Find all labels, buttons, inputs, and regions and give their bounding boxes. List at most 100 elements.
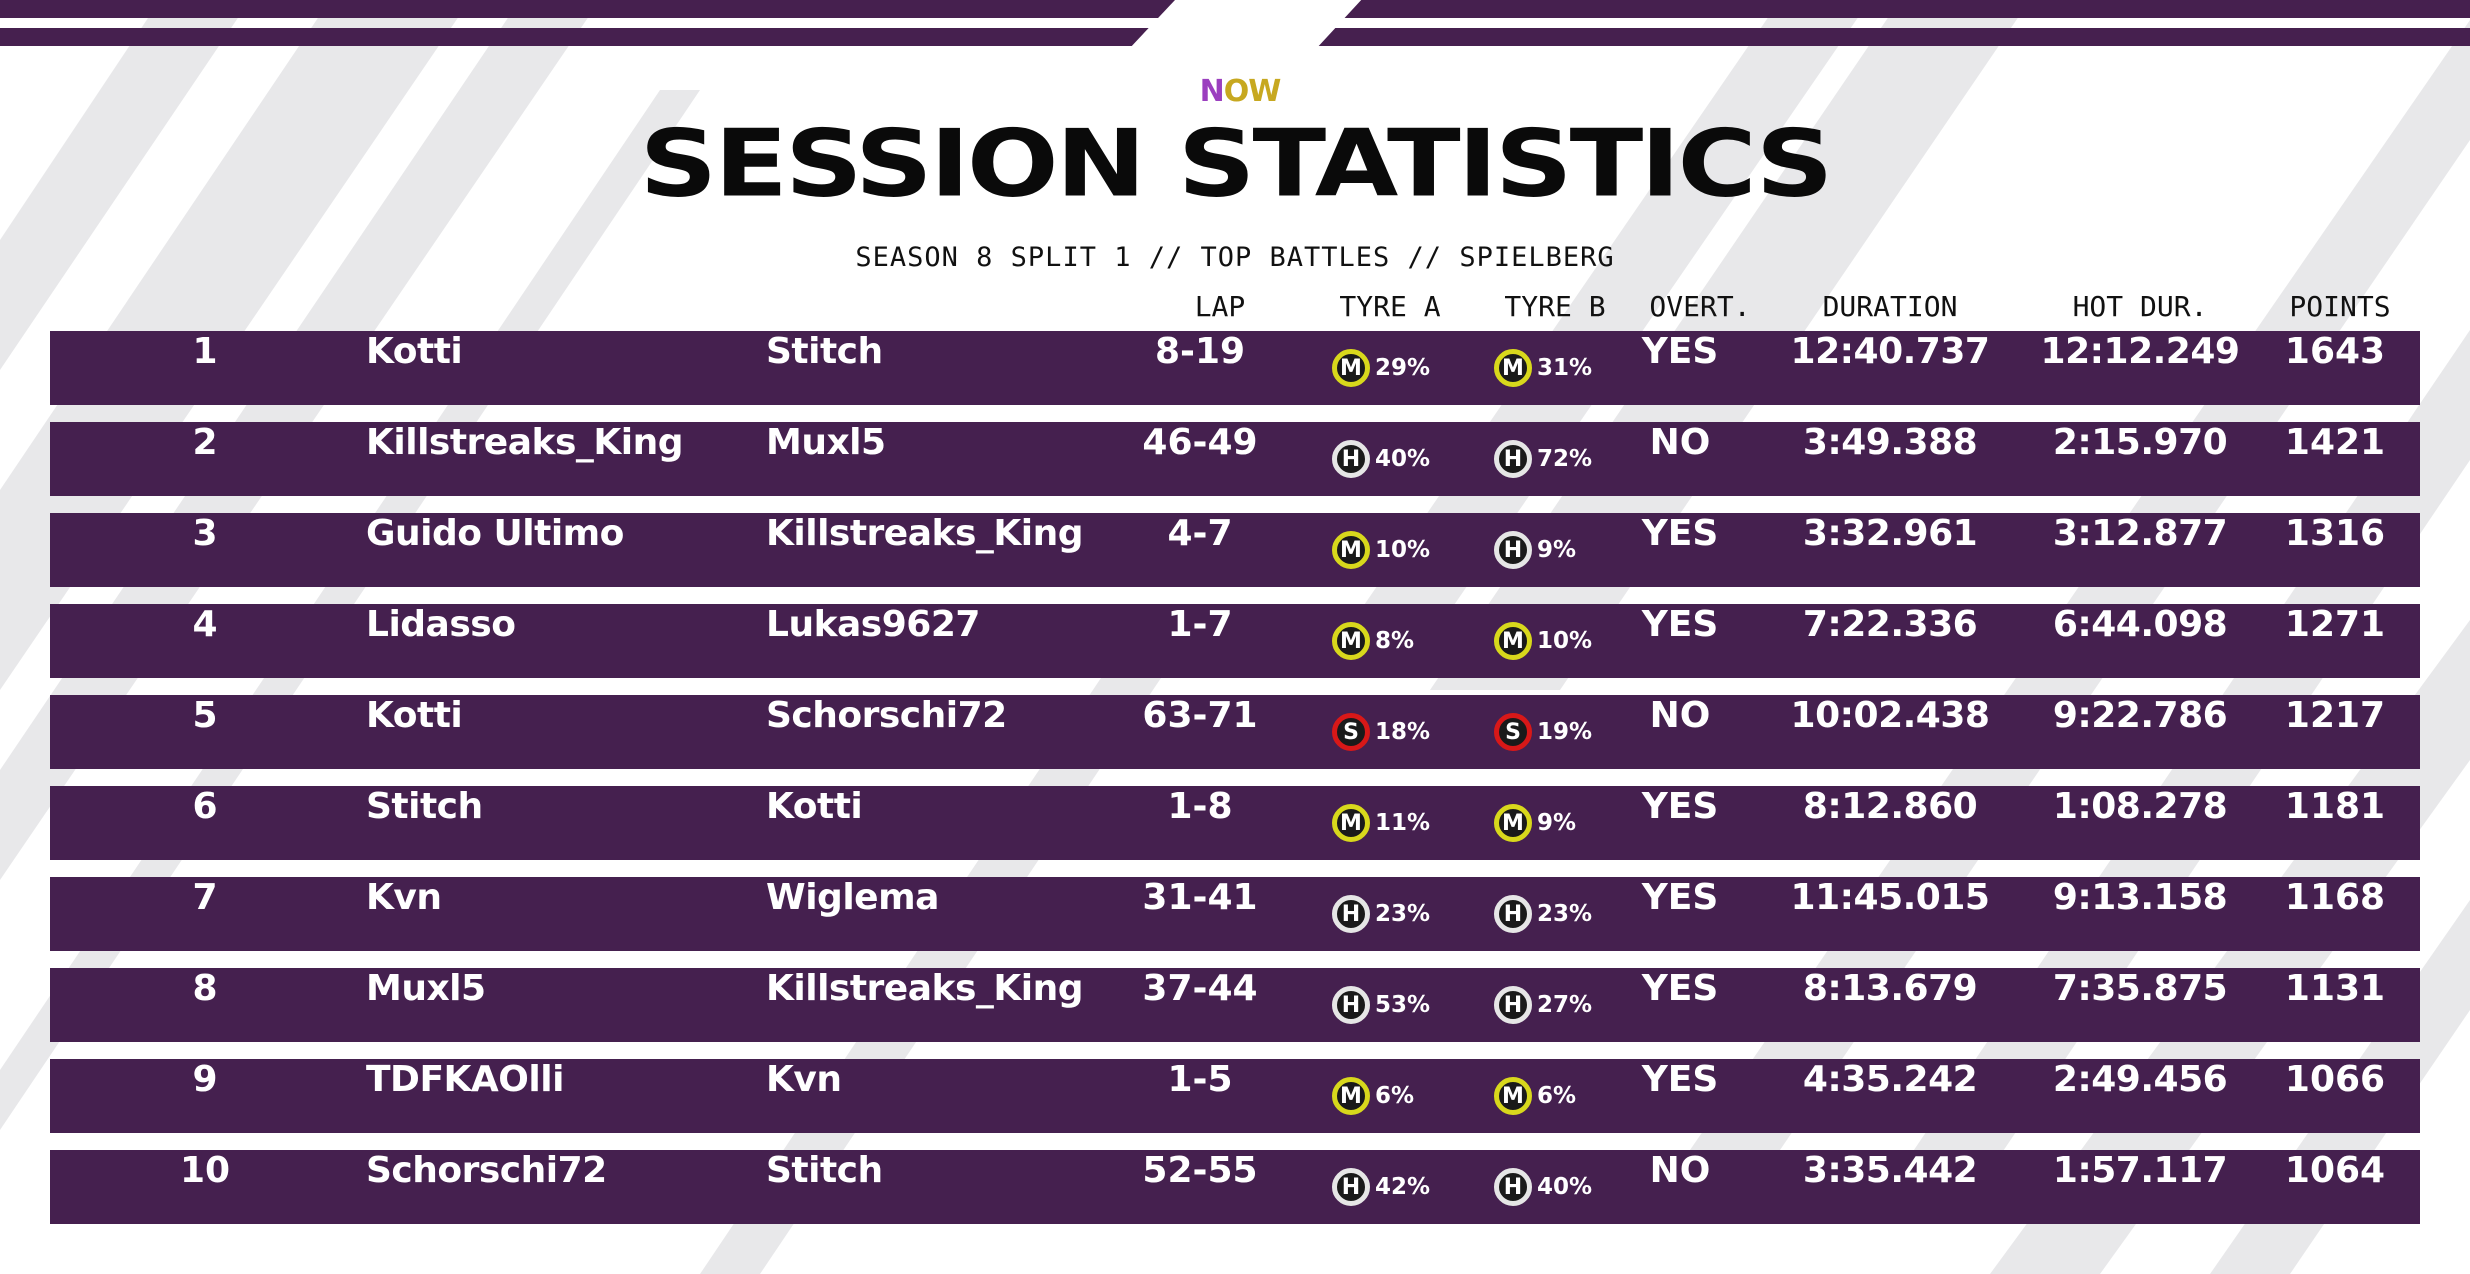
overtake-cell: YES — [1641, 786, 1719, 827]
tyre-wear-label: 11% — [1375, 810, 1431, 836]
tyre-wear-label: 27% — [1537, 992, 1593, 1018]
tyre-compound-icon: S — [1332, 713, 1370, 751]
driver-cell: TDFKAOlli — [366, 1059, 564, 1100]
tyre-a-cell: H 53% — [1332, 968, 1430, 1042]
tyre-wear-label: 10% — [1375, 537, 1431, 563]
points-cell: 1168 — [2284, 877, 2386, 918]
driver-cell: Killstreaks_King — [366, 422, 684, 463]
hot-duration-cell: 6:44.098 — [2052, 604, 2228, 645]
tyre-a-cell: H 42% — [1332, 1150, 1430, 1224]
column-header-overtake: OVERT. — [1649, 290, 1751, 323]
tyre-wear-label: 6% — [1537, 1083, 1577, 1109]
tyre-a-cell: M 8% — [1332, 604, 1414, 678]
hot-duration-cell: 2:49.456 — [2052, 1059, 2228, 1100]
rank-cell: 4 — [192, 604, 218, 645]
tyre-compound-icon: H — [1332, 895, 1370, 933]
tyre-b-cell: H 72% — [1494, 422, 1592, 496]
opponent-cell: Muxl5 — [766, 422, 886, 463]
logo-letter: O — [1223, 73, 1249, 109]
tyre-a-cell: M 11% — [1332, 786, 1430, 860]
tyre-wear-label: 23% — [1537, 901, 1593, 927]
lap-cell: 4-7 — [1167, 513, 1233, 554]
tyre-compound-icon: M — [1332, 349, 1370, 387]
rank-cell: 5 — [192, 695, 218, 736]
rank-cell: 8 — [192, 968, 218, 1009]
tyre-b-cell: H 9% — [1494, 513, 1576, 587]
tyre-b-cell: M 6% — [1494, 1059, 1576, 1133]
rank-cell: 9 — [192, 1059, 218, 1100]
rank-cell: 10 — [179, 1150, 231, 1191]
driver-cell: Kvn — [366, 877, 442, 918]
tyre-compound-icon: H — [1494, 895, 1532, 933]
tyre-wear-label: 18% — [1375, 719, 1431, 745]
tyre-compound-icon: H — [1332, 1168, 1370, 1206]
driver-cell: Stitch — [366, 786, 483, 827]
tyre-wear-label: 19% — [1537, 719, 1593, 745]
column-header-tyre-a: TYRE A — [1339, 290, 1441, 323]
overtake-cell: NO — [1649, 1150, 1711, 1191]
points-cell: 1217 — [2284, 695, 2386, 736]
opponent-cell: Killstreaks_King — [766, 513, 1084, 554]
tyre-wear-label: 72% — [1537, 446, 1593, 472]
table-row: 8 Muxl5 Killstreaks_King 37-44 YES 8:13.679 7:… — [50, 968, 2420, 1042]
tyre-compound-icon: H — [1494, 1168, 1532, 1206]
points-cell: 1421 — [2284, 422, 2386, 463]
duration-cell: 4:35.242 — [1802, 1059, 1978, 1100]
driver-cell: Guido Ultimo — [366, 513, 624, 554]
opponent-cell: Wiglema — [766, 877, 939, 918]
table-row: 7 Kvn Wiglema 31-41 YES 11:45.015 9:13.158 1168… — [50, 877, 2420, 951]
tyre-wear-label: 53% — [1375, 992, 1431, 1018]
tyre-compound-icon: M — [1332, 804, 1370, 842]
tyre-wear-label: 42% — [1375, 1174, 1431, 1200]
duration-cell: 12:40.737 — [1790, 331, 1990, 372]
hot-duration-cell: 12:12.249 — [2040, 331, 2240, 372]
header-stripe-right — [1315, 0, 2470, 50]
points-cell: 1181 — [2284, 786, 2386, 827]
tyre-b-cell: H 27% — [1494, 968, 1592, 1042]
opponent-cell: Kotti — [766, 786, 863, 827]
tyre-a-cell: S 18% — [1332, 695, 1430, 769]
tyre-b-cell: M 9% — [1494, 786, 1576, 860]
tyre-a-cell: M 29% — [1332, 331, 1430, 405]
column-header-lap: LAP — [1194, 290, 1246, 323]
overtake-cell: YES — [1641, 331, 1719, 372]
rank-cell: 6 — [192, 786, 218, 827]
tyre-wear-label: 29% — [1375, 355, 1431, 381]
tyre-compound-icon: H — [1494, 531, 1532, 569]
opponent-cell: Killstreaks_King — [766, 968, 1084, 1009]
tyre-compound-icon: M — [1494, 622, 1532, 660]
lap-cell: 37-44 — [1142, 968, 1258, 1009]
duration-cell: 3:35.442 — [1802, 1150, 1978, 1191]
tyre-compound-icon: H — [1332, 986, 1370, 1024]
tyre-compound-icon: S — [1494, 713, 1532, 751]
tyre-wear-label: 40% — [1537, 1174, 1593, 1200]
lap-cell: 1-8 — [1167, 786, 1233, 827]
tyre-compound-icon: M — [1494, 349, 1532, 387]
table-row: 6 Stitch Kotti 1-8 YES 8:12.860 1:08.278 1181 M 1… — [50, 786, 2420, 860]
hot-duration-cell: 7:35.875 — [2052, 968, 2228, 1009]
opponent-cell: Lukas9627 — [766, 604, 980, 645]
table-row: 1 Kotti Stitch 8-19 YES 12:40.737 12:12.249 164… — [50, 331, 2420, 405]
table-row: 4 Lidasso Lukas9627 1-7 YES 7:22.336 6:44.098 1… — [50, 604, 2420, 678]
opponent-cell: Stitch — [766, 1150, 883, 1191]
tyre-wear-label: 31% — [1537, 355, 1593, 381]
lap-cell: 31-41 — [1142, 877, 1258, 918]
tyre-compound-icon: M — [1332, 622, 1370, 660]
hot-duration-cell: 9:22.786 — [2052, 695, 2228, 736]
table-row: 2 Killstreaks_King Muxl5 46-49 NO 3:49.388 2:1… — [50, 422, 2420, 496]
tyre-compound-icon: M — [1332, 531, 1370, 569]
tyre-wear-label: 23% — [1375, 901, 1431, 927]
tyre-b-cell: M 10% — [1494, 604, 1592, 678]
driver-cell: Lidasso — [366, 604, 516, 645]
driver-cell: Kotti — [366, 331, 463, 372]
page-title: SESSION STATISTICS — [639, 110, 1833, 218]
tyre-compound-icon: M — [1494, 1077, 1532, 1115]
page-subtitle: SEASON 8 SPLIT 1 // TOP BATTLES // SPIEL… — [855, 242, 1615, 273]
opponent-cell: Kvn — [766, 1059, 842, 1100]
tyre-compound-icon: H — [1494, 986, 1532, 1024]
column-header-duration: DURATION — [1822, 290, 1958, 323]
overtake-cell: NO — [1649, 695, 1711, 736]
tyre-compound-icon: M — [1332, 1077, 1370, 1115]
opponent-cell: Stitch — [766, 331, 883, 372]
